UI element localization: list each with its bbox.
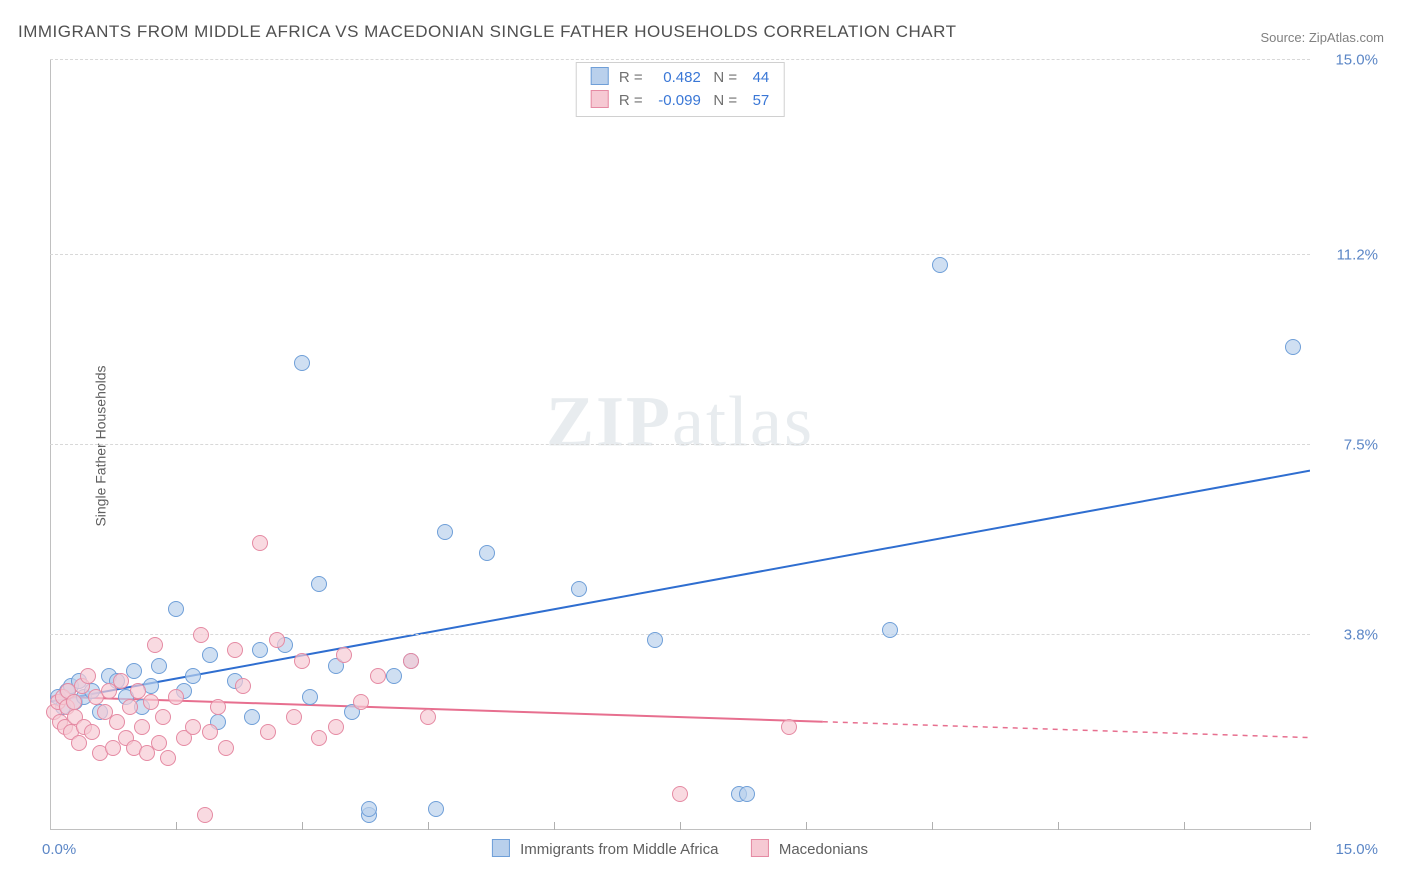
series-legend: Immigrants from Middle Africa Macedonian…: [478, 839, 882, 858]
scatter-point: [260, 724, 276, 740]
scatter-point: [151, 735, 167, 751]
grid-line: [50, 254, 1310, 255]
scatter-point: [66, 694, 82, 710]
scatter-point: [328, 719, 344, 735]
scatter-point: [647, 632, 663, 648]
x-tick: [176, 822, 177, 830]
x-axis-max-label: 15.0%: [1335, 841, 1378, 858]
scatter-point: [353, 694, 369, 710]
scatter-point: [269, 632, 285, 648]
scatter-point: [193, 627, 209, 643]
legend-swatch-b2: [751, 839, 769, 857]
legend-swatch-a: [591, 67, 609, 85]
scatter-point: [113, 673, 129, 689]
scatter-point: [134, 719, 150, 735]
y-tick-label: 11.2%: [1318, 247, 1378, 264]
scatter-point: [252, 642, 268, 658]
scatter-point: [168, 601, 184, 617]
scatter-point: [235, 678, 251, 694]
n-value-a: 44: [741, 67, 769, 90]
scatter-point: [403, 653, 419, 669]
x-tick: [1310, 822, 1311, 830]
legend-item-a: Immigrants from Middle Africa: [492, 841, 723, 858]
scatter-point: [386, 668, 402, 684]
x-axis-min-label: 0.0%: [42, 841, 76, 858]
legend-swatch-a2: [492, 839, 510, 857]
scatter-point: [361, 801, 377, 817]
y-tick-label: 7.5%: [1318, 437, 1378, 454]
scatter-point: [202, 724, 218, 740]
x-tick: [932, 822, 933, 830]
scatter-point: [311, 730, 327, 746]
scatter-point: [80, 668, 96, 684]
r-value-a: 0.482: [647, 67, 701, 90]
scatter-point: [479, 545, 495, 561]
scatter-point: [302, 689, 318, 705]
trend-line: [50, 471, 1310, 702]
scatter-point: [672, 786, 688, 802]
legend-row-series-b: R = -0.099 N = 57: [591, 90, 770, 113]
trend-lines-layer: [50, 60, 1310, 830]
legend-row-series-a: R = 0.482 N = 44: [591, 67, 770, 90]
scatter-point: [286, 709, 302, 725]
scatter-point: [428, 801, 444, 817]
scatter-point: [244, 709, 260, 725]
scatter-point: [197, 807, 213, 823]
scatter-point: [882, 622, 898, 638]
scatter-point: [311, 576, 327, 592]
y-tick-label: 15.0%: [1318, 52, 1378, 69]
legend-item-b: Macedonians: [751, 841, 868, 858]
scatter-point: [160, 750, 176, 766]
scatter-point: [227, 642, 243, 658]
grid-line: [50, 59, 1310, 60]
scatter-point: [294, 653, 310, 669]
y-tick-label: 3.8%: [1318, 626, 1378, 643]
legend-swatch-b: [591, 90, 609, 108]
grid-line: [50, 634, 1310, 635]
watermark-text: ZIPatlas: [546, 380, 814, 463]
scatter-point: [210, 699, 226, 715]
scatter-point: [294, 355, 310, 371]
x-tick: [302, 822, 303, 830]
x-tick: [1184, 822, 1185, 830]
x-tick: [554, 822, 555, 830]
correlation-legend: R = 0.482 N = 44 R = -0.099 N = 57: [576, 62, 785, 117]
x-tick: [428, 822, 429, 830]
scatter-point: [781, 719, 797, 735]
scatter-point: [420, 709, 436, 725]
grid-line: [50, 444, 1310, 445]
scatter-point: [109, 714, 125, 730]
source-attribution: Source: ZipAtlas.com: [1260, 30, 1384, 45]
scatter-point: [252, 535, 268, 551]
scatter-point: [185, 668, 201, 684]
scatter-point: [202, 647, 218, 663]
r-value-b: -0.099: [647, 90, 701, 113]
scatter-point: [370, 668, 386, 684]
scatter-point: [185, 719, 201, 735]
legend-label-b: Macedonians: [779, 841, 868, 858]
scatter-point: [932, 257, 948, 273]
n-value-b: 57: [741, 90, 769, 113]
scatter-point: [168, 689, 184, 705]
scatter-point: [437, 524, 453, 540]
scatter-point: [155, 709, 171, 725]
x-tick: [1058, 822, 1059, 830]
chart-title: IMMIGRANTS FROM MIDDLE AFRICA VS MACEDON…: [18, 22, 956, 42]
scatter-plot-area: ZIPatlas R = 0.482 N = 44 R = -0.099 N =…: [50, 60, 1310, 830]
scatter-point: [336, 647, 352, 663]
scatter-point: [151, 658, 167, 674]
scatter-point: [84, 724, 100, 740]
legend-label-a: Immigrants from Middle Africa: [520, 841, 718, 858]
scatter-point: [218, 740, 234, 756]
scatter-point: [147, 637, 163, 653]
trend-line-extrapolated: [823, 722, 1310, 738]
x-tick: [680, 822, 681, 830]
scatter-point: [143, 694, 159, 710]
scatter-point: [739, 786, 755, 802]
scatter-point: [122, 699, 138, 715]
scatter-point: [571, 581, 587, 597]
scatter-point: [1285, 339, 1301, 355]
x-tick: [806, 822, 807, 830]
